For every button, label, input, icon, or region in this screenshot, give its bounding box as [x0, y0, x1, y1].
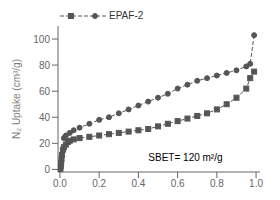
- svg-text:100: 100: [33, 34, 50, 45]
- svg-text:0.0: 0.0: [53, 178, 67, 189]
- svg-text:0.4: 0.4: [131, 178, 145, 189]
- svg-text:0: 0: [44, 164, 50, 175]
- svg-text:80: 80: [39, 60, 51, 71]
- html-text:EPAF-2: EPAF-2: [109, 10, 144, 21]
- svg-text:N₂ Uptake (cm³/g): N₂ Uptake (cm³/g): [11, 59, 22, 139]
- svg-text:40: 40: [39, 112, 51, 123]
- svg-text:SBET= 120 m²/g: SBET= 120 m²/g: [148, 152, 222, 163]
- svg-text:1.0: 1.0: [249, 178, 263, 189]
- svg-text:20: 20: [39, 138, 51, 149]
- svg-text:60: 60: [39, 86, 51, 97]
- svg-text:0.6: 0.6: [171, 178, 185, 189]
- svg-text:0.8: 0.8: [210, 178, 224, 189]
- svg-text:0.2: 0.2: [92, 178, 106, 189]
